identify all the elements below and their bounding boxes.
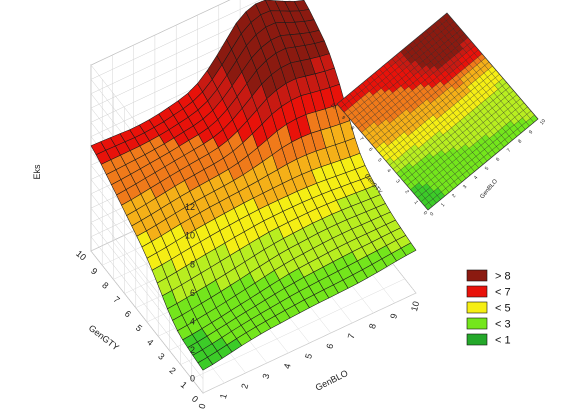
inset-x-tick-label: 3 [462, 184, 469, 190]
x-tick-label: 7 [346, 333, 357, 340]
inset-frame [336, 12, 539, 211]
x-tick-label: 4 [282, 363, 293, 370]
legend-swatch [466, 301, 488, 314]
inset-x-tick-label: 4 [473, 175, 480, 181]
x-tick-label: 8 [367, 323, 378, 330]
inset-x-axis-label: GenBLO [479, 178, 499, 200]
legend-swatch [466, 285, 488, 298]
y-tick-label: 10 [74, 248, 88, 262]
y-tick-label: 2 [167, 365, 177, 376]
x-axis-label: GenBLO [314, 368, 350, 393]
x-tick-label: 3 [261, 373, 272, 380]
inset-y-tick-label: 2 [403, 189, 410, 195]
x-tick-label: 6 [324, 343, 335, 350]
z-tick-label: 8 [190, 259, 195, 269]
x-tick-label: 0 [197, 403, 208, 410]
inset-x-tick-label: 6 [495, 157, 502, 163]
inset-x-tick-label: 5 [484, 166, 491, 172]
x-tick-label: 9 [388, 313, 399, 320]
inset-x-tick-label: 2 [451, 193, 458, 199]
z-tick-label: 10 [185, 231, 195, 241]
y-tick-label: 6 [123, 308, 133, 319]
y-tick-label: 0 [190, 394, 200, 405]
legend-swatch [466, 333, 488, 346]
surface-plot [90, 0, 417, 371]
x-tick-label: 1 [218, 393, 229, 400]
inset-y-tick-label: 4 [385, 168, 392, 174]
inset-y-tick-label: 0 [422, 210, 429, 216]
inset-x-tick-label: 1 [440, 202, 447, 208]
z-tick-label: 0 [190, 374, 195, 384]
inset-y-tick-label: 6 [367, 147, 374, 153]
z-tick-label: 2 [190, 345, 195, 355]
z-tick-label: 6 [190, 288, 195, 298]
surface-cell [400, 242, 417, 256]
legend-item: < 5 [466, 301, 511, 315]
inset-y-tick-label: 8 [349, 125, 356, 131]
y-tick-label: 7 [111, 294, 121, 305]
legend-label: < 1 [495, 335, 511, 347]
inset-x-tick-label: 8 [517, 138, 524, 144]
y-tick-label: 8 [100, 280, 110, 291]
legend-item: < 3 [466, 317, 511, 331]
inset-x-tick-label: 10 [539, 118, 547, 126]
legend-label: > 8 [495, 271, 511, 283]
legend-item: < 1 [466, 333, 511, 347]
y-tick-label: 1 [179, 379, 189, 390]
x-tick-label: 10 [409, 300, 421, 312]
legend-label: < 7 [495, 287, 511, 299]
legend-item: > 8 [466, 269, 511, 283]
legend-label: < 3 [495, 319, 511, 331]
inset-x-tick-label: 0 [429, 211, 436, 217]
inset-y-tick-label: 5 [376, 157, 383, 163]
x-tick-label: 2 [239, 383, 250, 390]
legend: > 8 < 7 < 5 < 3 < 1 [466, 269, 511, 347]
y-tick-label: 9 [89, 266, 99, 277]
y-tick-label: 4 [145, 337, 155, 348]
inset-x-tick-label: 7 [506, 147, 513, 153]
inset-y-tick-label: 7 [358, 136, 365, 142]
legend-swatch [466, 269, 488, 282]
z-tick-label: 4 [190, 317, 195, 327]
z-axis-label: Eks [32, 164, 42, 180]
legend-swatch [466, 317, 488, 330]
inset-y-tick-label: 3 [394, 178, 401, 184]
y-tick-label: 5 [134, 323, 144, 334]
inset-y-tick-label: 9 [340, 115, 347, 121]
inset-y-tick-label: 10 [329, 102, 337, 110]
x-tick-label: 5 [303, 353, 314, 360]
y-tick-label: 3 [156, 351, 166, 362]
y-axis-label: GenGTY [87, 323, 121, 353]
inset-x-tick-label: 9 [528, 129, 535, 135]
legend-label: < 5 [495, 303, 511, 315]
legend-item: < 7 [466, 285, 511, 299]
z-tick-label: 12 [185, 202, 195, 212]
inset-y-tick-label: 1 [413, 200, 420, 206]
